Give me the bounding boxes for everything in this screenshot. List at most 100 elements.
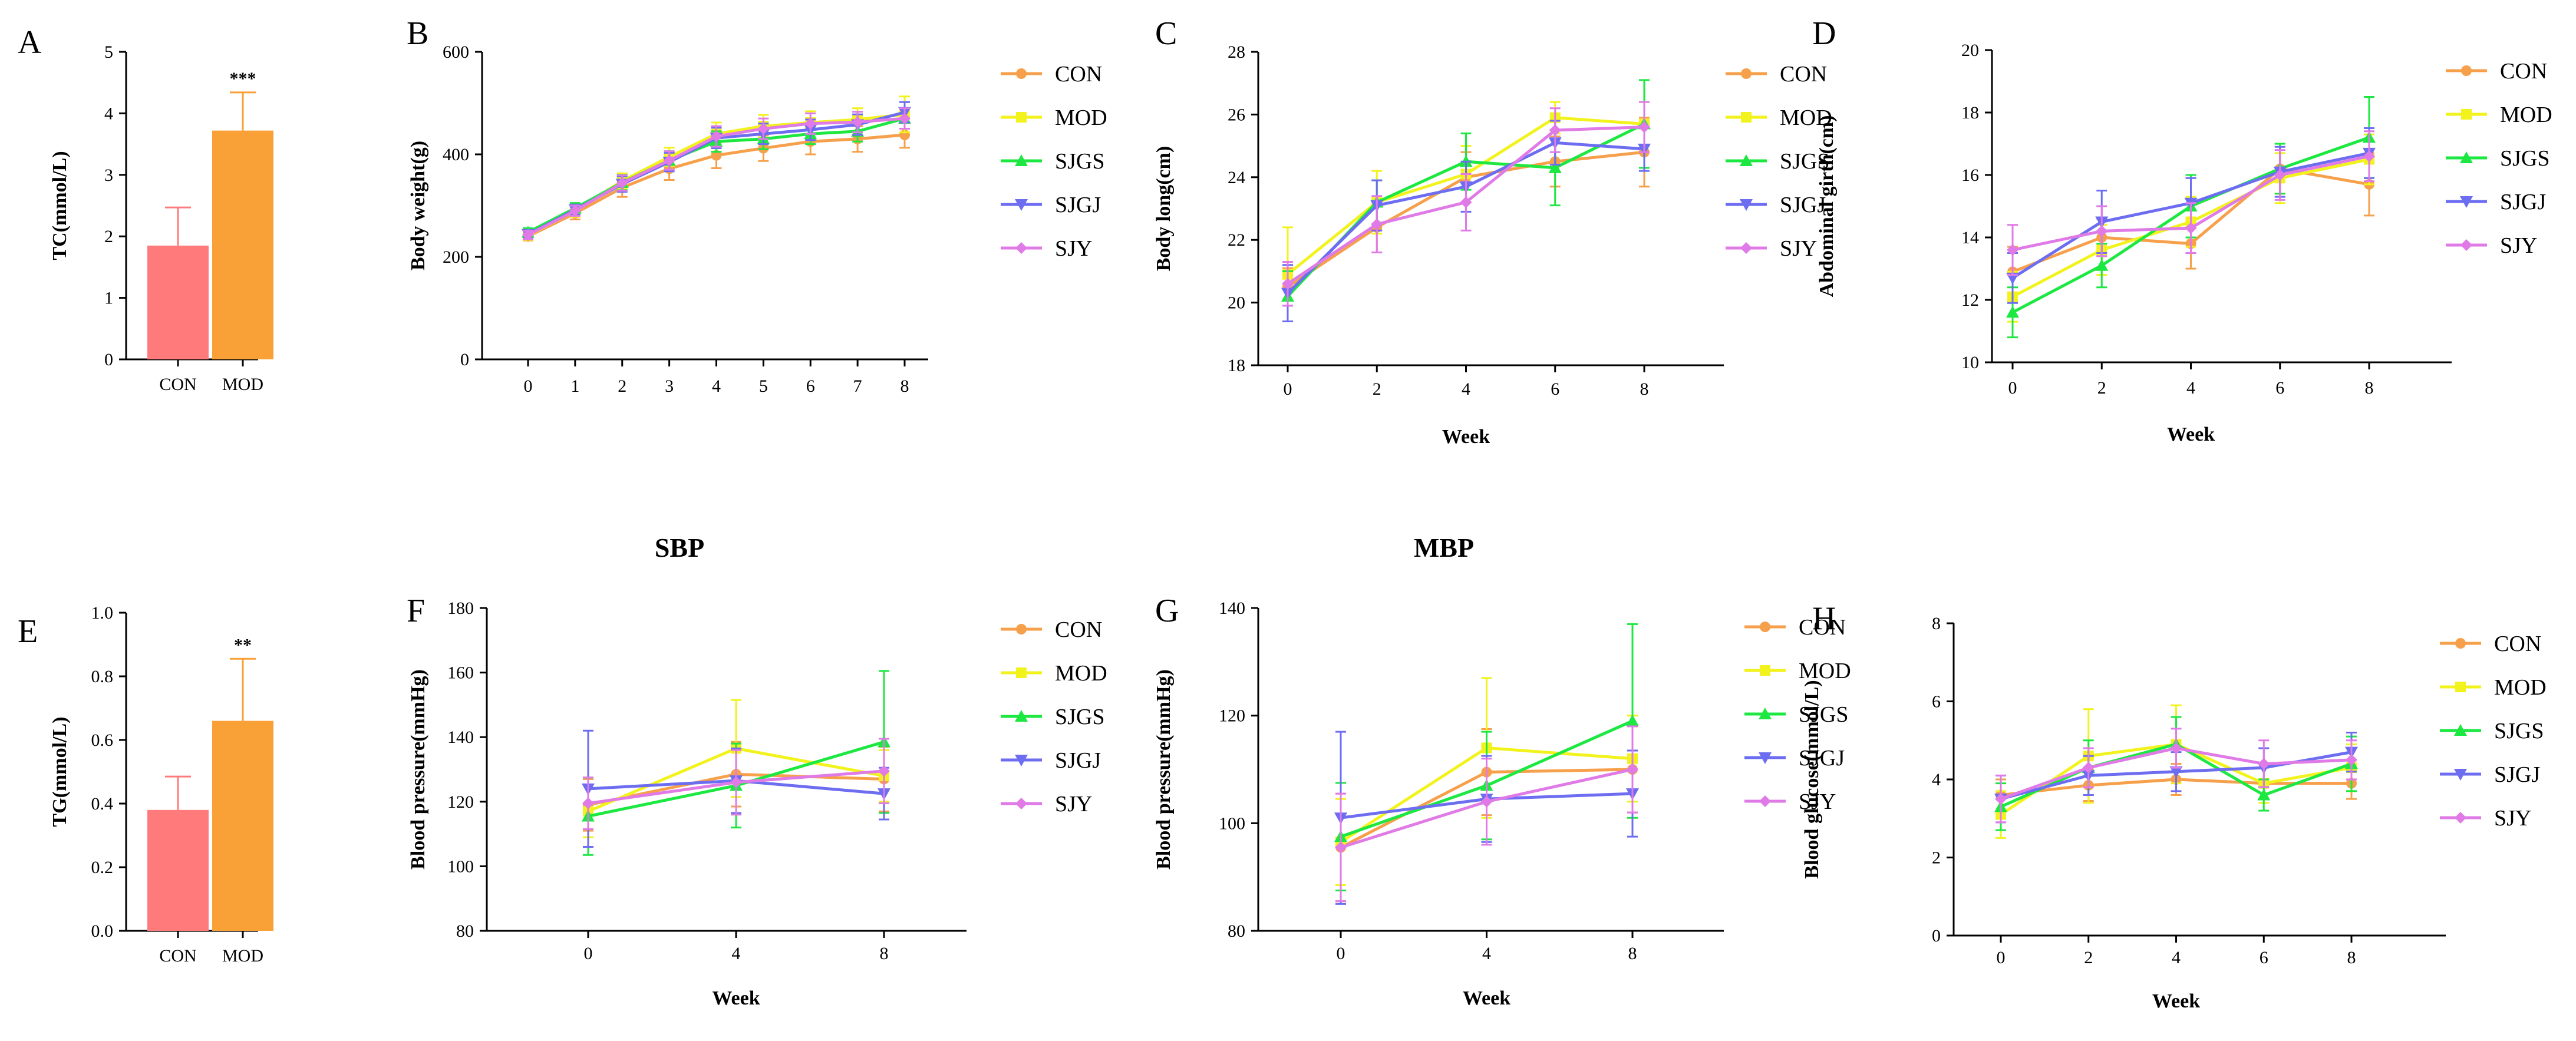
x-tick-label: 0 — [2008, 378, 2017, 398]
panel-G: G MBP 80 100 120 140 0 4 8 Week Blood pressure(mmH… — [1153, 533, 1851, 1009]
legend-label: CON — [1055, 62, 1102, 87]
x-tick-label: 3 — [665, 376, 674, 396]
legend-item-SJGJ: SJGJ — [1001, 748, 1101, 773]
data-point — [2258, 758, 2270, 770]
panel-letter: D — [1812, 15, 1836, 52]
legend-marker — [1741, 68, 1752, 79]
data-point — [2007, 244, 2018, 256]
bar-CON — [147, 245, 209, 359]
legend-item-SJGJ: SJGJ — [1001, 193, 1101, 217]
y-tick-label: 140 — [1219, 599, 1245, 618]
legend-marker — [2454, 769, 2467, 781]
legend-marker — [1740, 242, 1752, 254]
x-tick-label: 2 — [2097, 378, 2106, 398]
y-tick-label: 180 — [447, 599, 474, 618]
panel-letter: A — [18, 24, 42, 61]
legend-item-SJY: SJY — [2440, 806, 2531, 831]
x-axis-title: Week — [712, 987, 760, 1009]
data-point — [1548, 161, 1562, 173]
legend-label: SJY — [2494, 806, 2531, 831]
legend-marker — [1740, 154, 1753, 166]
legend-item-CON: CON — [1001, 62, 1102, 87]
legend-marker — [2455, 682, 2466, 692]
y-tick-label: 0.8 — [91, 667, 114, 686]
legend-label: SJGS — [2500, 146, 2550, 171]
series-SJY — [1282, 101, 1650, 307]
y-axis-title: Blood glucose(mmol/L) — [1801, 680, 1823, 878]
data-point — [804, 117, 817, 130]
legend-label: CON — [1799, 615, 1846, 640]
data-point — [730, 776, 742, 788]
legend-item-SJGJ: SJGJ — [2446, 190, 2546, 214]
y-axis-title: Abdominal girth(cm) — [1816, 115, 1838, 298]
panel-D: D 10 12 14 16 18 20 0 2 4 6 8 Week Abdominal girth(cm… — [1812, 15, 2552, 445]
y-tick-label: 0 — [1932, 926, 1941, 946]
x-axis-title: Week — [2152, 990, 2200, 1012]
y-tick-label: 120 — [447, 792, 474, 812]
legend: CON MOD SJGS SJGJ SJY — [1726, 62, 1832, 261]
bar-MOD — [212, 721, 273, 931]
panel-E: E 0.0 0.2 0.4 0.6 0.8 1.0 TG(mmol/L) CON MOD ** — [18, 603, 273, 966]
legend-label: CON — [2494, 632, 2541, 656]
legend-label: CON — [2500, 59, 2547, 84]
x-tick-label: 4 — [2186, 378, 2195, 398]
legend: CON MOD SJGS SJGJ SJY — [1001, 62, 1107, 261]
data-point — [711, 150, 722, 161]
data-point — [2169, 766, 2183, 778]
y-tick-label: 8 — [1932, 614, 1941, 633]
y-tick-label: 18 — [1228, 356, 1245, 375]
chart-title: MBP — [1414, 533, 1474, 563]
y-tick-label: 16 — [1961, 166, 1979, 185]
y-tick-label: 100 — [1219, 814, 1245, 833]
y-tick-label: 0.6 — [91, 731, 114, 750]
y-tick-label: 5 — [104, 42, 113, 62]
legend-label: SJGS — [1799, 702, 1849, 727]
data-point — [2346, 754, 2357, 766]
y-tick-label: 10 — [1961, 353, 1979, 372]
legend-label: MOD — [2494, 675, 2547, 700]
legend-item-MOD: MOD — [1001, 105, 1107, 130]
series-SJY — [1335, 725, 1638, 903]
legend-label: SJGJ — [1055, 193, 1101, 217]
y-tick-label: 26 — [1228, 105, 1245, 124]
x-axis-title: Week — [1442, 426, 1490, 448]
y-tick-label: 20 — [1961, 41, 1979, 60]
data-point — [2185, 222, 2197, 234]
data-point — [878, 765, 890, 777]
legend-marker — [1016, 667, 1027, 678]
legend-marker — [1015, 242, 1027, 254]
legend-marker — [1015, 798, 1027, 809]
legend-label: MOD — [1055, 661, 1107, 686]
y-tick-label: 2 — [1932, 848, 1941, 868]
legend-item-SJY: SJY — [1001, 236, 1092, 261]
y-tick-label: 140 — [447, 728, 474, 747]
y-tick-label: 1 — [104, 289, 113, 308]
legend-label: CON — [1055, 617, 1102, 642]
legend-item-SJGJ: SJGJ — [2440, 762, 2540, 787]
x-axis-title: Week — [1463, 987, 1510, 1009]
data-point — [710, 130, 723, 143]
y-tick-label: 80 — [456, 921, 474, 941]
data-point — [757, 123, 770, 135]
series-SJY — [1995, 728, 2357, 824]
x-tick-label: 8 — [1640, 379, 1649, 399]
x-tick-label: 4 — [2172, 948, 2181, 967]
x-tick-label: 0 — [1997, 948, 2006, 967]
data-point — [852, 116, 864, 128]
legend-item-MOD: MOD — [1744, 659, 1851, 683]
panel-letter: B — [407, 15, 428, 52]
legend-marker — [1760, 622, 1770, 632]
data-point — [2096, 225, 2108, 237]
legend-label: SJY — [2500, 233, 2537, 258]
legend-marker — [1741, 112, 1752, 123]
legend-item-MOD: MOD — [1726, 105, 1832, 130]
legend-label: SJGS — [1055, 149, 1105, 174]
bar-CON — [147, 809, 209, 931]
legend: CON MOD SJGS SJGJ SJY — [1744, 615, 1851, 814]
y-tick-label: 160 — [447, 663, 474, 683]
x-tick-label: 2 — [2084, 948, 2093, 967]
data-point — [1282, 277, 1294, 290]
y-tick-label: 18 — [1961, 103, 1979, 123]
y-tick-label: 80 — [1228, 921, 1245, 941]
x-tick-label: 8 — [1628, 944, 1637, 963]
